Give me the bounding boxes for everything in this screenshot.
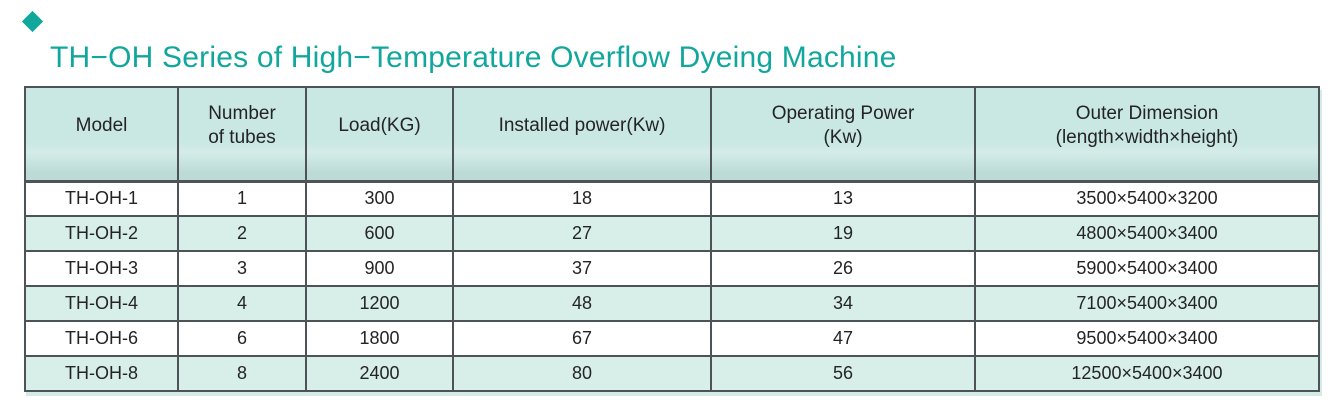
- cell-number-of-tubes: 4: [177, 285, 307, 322]
- cell-model: TH-OH-3: [24, 250, 179, 287]
- table-row: TH-OH-6 6 1800 67 47 9500×5400×3400: [24, 320, 1320, 357]
- table-row: TH-OH-2 2 600 27 19 4800×5400×3400: [24, 215, 1320, 252]
- cell-installed-power: 80: [452, 355, 712, 392]
- cell-load: 1200: [305, 285, 454, 322]
- cell-installed-power: 67: [452, 320, 712, 357]
- cell-installed-power: 27: [452, 215, 712, 252]
- cell-load: 900: [305, 250, 454, 287]
- cell-load: 2400: [305, 355, 454, 392]
- cell-model: TH-OH-1: [24, 180, 179, 217]
- table-row: TH-OH-4 4 1200 48 34 7100×5400×3400: [24, 285, 1320, 322]
- cell-installed-power: 18: [452, 180, 712, 217]
- cell-number-of-tubes: 6: [177, 320, 307, 357]
- cell-number-of-tubes: 1: [177, 180, 307, 217]
- cell-outer-dimension: 5900×5400×3400: [974, 250, 1320, 287]
- cell-load: 1800: [305, 320, 454, 357]
- cell-number-of-tubes: 2: [177, 215, 307, 252]
- cell-outer-dimension: 3500×5400×3200: [974, 180, 1320, 217]
- cell-outer-dimension: 9500×5400×3400: [974, 320, 1320, 357]
- cell-outer-dimension: 12500×5400×3400: [974, 355, 1320, 392]
- cell-installed-power: 48: [452, 285, 712, 322]
- column-header-load: Load(KG): [305, 86, 454, 183]
- cell-operating-power: 34: [710, 285, 976, 322]
- diamond-icon: [21, 10, 44, 33]
- table-row: TH-OH-8 8 2400 80 56 12500×5400×3400: [24, 355, 1320, 392]
- cell-outer-dimension: 7100×5400×3400: [974, 285, 1320, 322]
- spec-table: Model Number of tubes Load(KG) Installed…: [24, 86, 1320, 392]
- column-header-number-of-tubes: Number of tubes: [177, 86, 307, 183]
- cell-model: TH-OH-6: [24, 320, 179, 357]
- cell-model: TH-OH-2: [24, 215, 179, 252]
- cell-number-of-tubes: 8: [177, 355, 307, 392]
- cell-number-of-tubes: 3: [177, 250, 307, 287]
- page-title: TH−OH Series of High−Temperature Overflo…: [50, 41, 897, 74]
- cell-operating-power: 47: [710, 320, 976, 357]
- cell-load: 300: [305, 180, 454, 217]
- cell-operating-power: 19: [710, 215, 976, 252]
- table-row: TH-OH-1 1 300 18 13 3500×5400×3200: [24, 180, 1320, 217]
- cell-model: TH-OH-8: [24, 355, 179, 392]
- column-header-operating-power: Operating Power (Kw): [710, 86, 976, 183]
- cell-load: 600: [305, 215, 454, 252]
- cell-operating-power: 13: [710, 180, 976, 217]
- cell-operating-power: 56: [710, 355, 976, 392]
- column-header-outer-dimension: Outer Dimension (length×width×height): [974, 86, 1320, 183]
- cell-installed-power: 37: [452, 250, 712, 287]
- cell-model: TH-OH-4: [24, 285, 179, 322]
- column-header-model: Model: [24, 86, 179, 183]
- table-row: TH-OH-3 3 900 37 26 5900×5400×3400: [24, 250, 1320, 287]
- cell-outer-dimension: 4800×5400×3400: [974, 215, 1320, 252]
- column-header-installed-power: Installed power(Kw): [452, 86, 712, 183]
- cell-operating-power: 26: [710, 250, 976, 287]
- header-row: Model Number of tubes Load(KG) Installed…: [24, 86, 1320, 183]
